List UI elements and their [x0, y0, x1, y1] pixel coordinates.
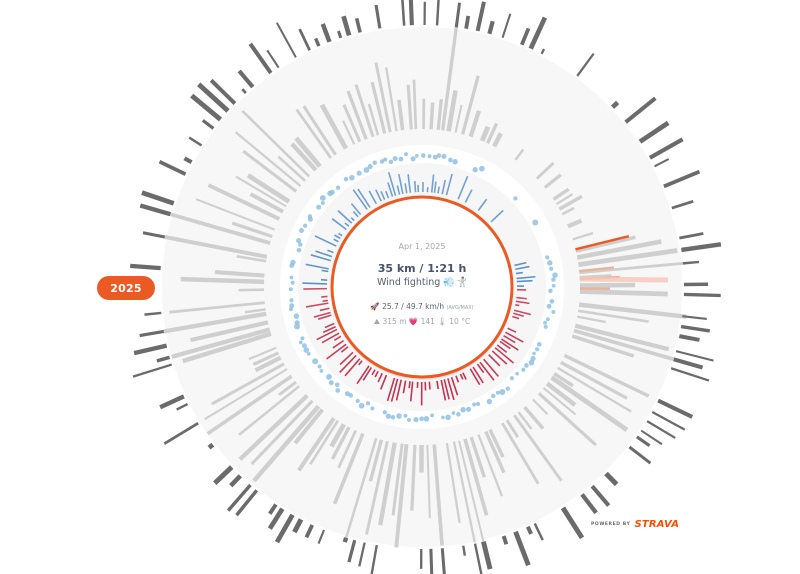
year-selector-button[interactable]: 2025: [97, 276, 155, 300]
distance-time: 35 km / 1:21 h: [377, 262, 467, 275]
extra-stats: ⛰ 315 m 💗 141 🌡 10 °C: [373, 317, 471, 326]
powered-by-strava[interactable]: POWERED BY STRAVA: [591, 519, 680, 530]
speed-stats: 🚀 25.7 / 49.7 km/h (AVG/MAX): [370, 302, 474, 311]
heart-icon: 💗: [408, 317, 419, 326]
activity-summary: Apr 1, 2025 35 km / 1:21 h Wind fighting…: [337, 242, 507, 327]
activity-date: Apr 1, 2025: [398, 242, 446, 251]
activity-title: Wind fighting 💨🤺: [376, 277, 468, 288]
mountain-icon: ⛰: [373, 317, 381, 326]
rocket-icon: 🚀: [370, 302, 380, 311]
wind-fencer-icon: 💨🤺: [443, 277, 468, 288]
thermometer-icon: 🌡: [437, 317, 447, 326]
strava-logo: STRAVA: [634, 519, 680, 530]
